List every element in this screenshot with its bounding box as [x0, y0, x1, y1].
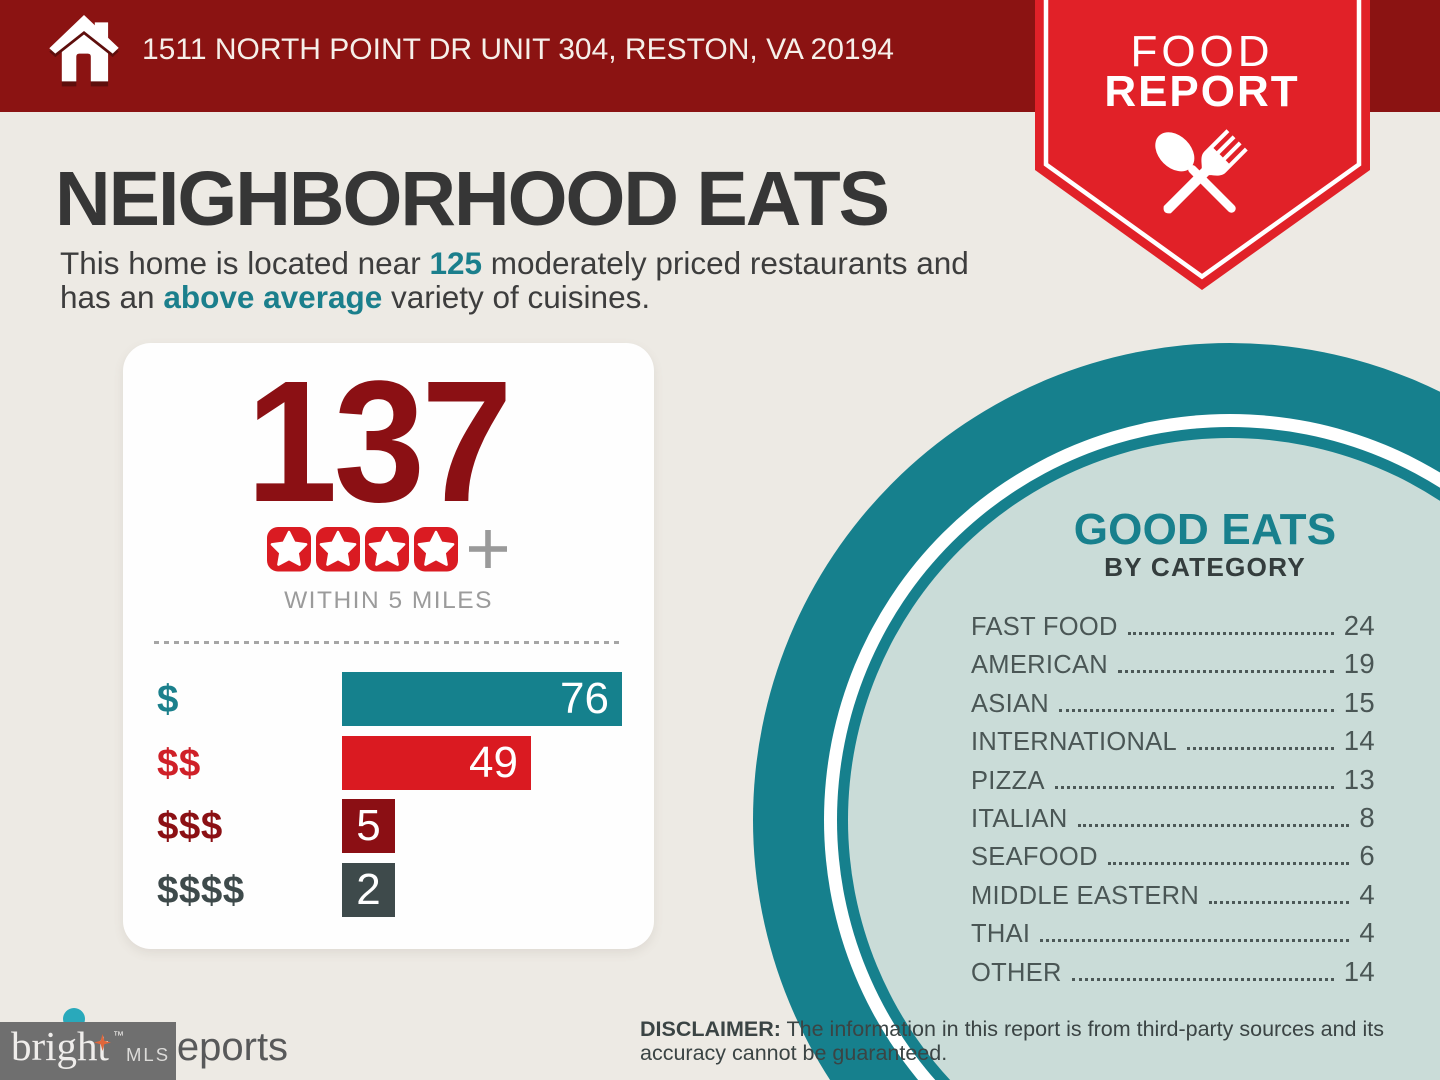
svg-text:FOOD: FOOD [1130, 27, 1273, 76]
svg-text:REPORT: REPORT [1104, 67, 1299, 116]
